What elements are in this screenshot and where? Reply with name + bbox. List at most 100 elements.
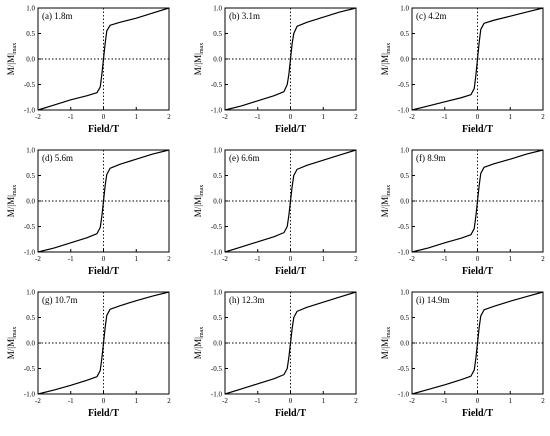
magnetization-curve (411, 149, 544, 253)
x-tick-label: -2 (35, 255, 41, 263)
y-tick-label: -1.0 (211, 249, 223, 257)
x-tick-label: -2 (35, 397, 41, 405)
y-tick-label: 0.5 (26, 172, 35, 180)
y-tick-label: 1.0 (400, 5, 409, 13)
y-tick-label: -0.5 (398, 223, 410, 231)
y-tick-label: -1.0 (398, 249, 410, 257)
x-axis-label: Field/T (88, 124, 119, 135)
panel-label: (c) 4.2m (416, 11, 447, 21)
y-tick-label: 0.5 (400, 30, 409, 38)
x-tick-label: 0 (289, 397, 293, 405)
magnetization-curve (224, 291, 357, 395)
chart-panel: -2 -1 0 1 2 -1.0 -0.5 0.0 0.5 1.0 Field/T M/|M|max (… (6, 289, 171, 420)
y-tick-label: 0.5 (400, 172, 409, 180)
chart-panel: -2 -1 0 1 2 -1.0 -0.5 0.0 0.5 1.0 Field/T M/|M|max (… (380, 289, 545, 420)
y-tick-label: -0.5 (211, 223, 223, 231)
x-tick-label: 0 (289, 113, 293, 121)
x-axis-label: Field/T (462, 124, 493, 135)
x-tick-label: 2 (167, 113, 171, 121)
x-axis-label: Field/T (275, 266, 306, 277)
y-tick-label: 0.5 (26, 314, 35, 322)
magnetization-curve (37, 7, 170, 111)
y-axis-label-main: M/|M| (6, 53, 16, 75)
x-tick-label: 0 (476, 113, 480, 121)
x-tick-label: 1 (322, 113, 326, 121)
y-axis-label-subscript: max (199, 185, 205, 195)
panel-label: (g) 10.7m (42, 295, 78, 305)
x-tick-label: 1 (322, 255, 326, 263)
y-axis-label: M/|M|max (6, 327, 18, 359)
chart-panel: -2 -1 0 1 2 -1.0 -0.5 0.0 0.5 1.0 Field/T M/|M|max (… (380, 5, 545, 136)
panel-label: (d) 5.6m (42, 153, 73, 163)
y-tick-label: 1.0 (26, 147, 35, 155)
y-axis-label-subscript: max (386, 185, 392, 195)
y-axis-label-subscript: max (12, 327, 18, 337)
y-tick-label: -1.0 (211, 107, 223, 115)
x-tick-label: 2 (167, 397, 171, 405)
x-tick-label: 1 (322, 397, 326, 405)
y-tick-label: 1.0 (213, 147, 222, 155)
y-tick-label: 0.0 (213, 340, 222, 348)
y-axis-label-subscript: max (386, 327, 392, 337)
panel-label: (i) 14.9m (416, 295, 450, 305)
x-tick-label: 1 (135, 113, 139, 121)
x-tick-label: 2 (541, 113, 545, 121)
y-tick-label: 1.0 (400, 147, 409, 155)
magnetization-curve (37, 291, 170, 395)
x-tick-label: 1 (509, 113, 513, 121)
y-axis-label: M/|M|max (380, 185, 392, 217)
x-tick-label: -2 (35, 113, 41, 121)
y-tick-label: 0.5 (213, 314, 222, 322)
y-axis-label-main: M/|M| (380, 195, 390, 217)
y-axis-label-main: M/|M| (6, 195, 16, 217)
x-tick-label: 0 (102, 397, 106, 405)
x-axis-label: Field/T (462, 408, 493, 419)
y-axis-label-main: M/|M| (193, 195, 203, 217)
y-tick-label: -1.0 (398, 107, 410, 115)
y-axis-label-main: M/|M| (380, 337, 390, 359)
y-tick-label: 0.5 (26, 30, 35, 38)
x-tick-label: 1 (135, 397, 139, 405)
x-tick-label: -1 (255, 113, 261, 121)
y-axis-label-subscript: max (12, 185, 18, 195)
y-axis-label: M/|M|max (6, 43, 18, 75)
x-axis-label: Field/T (88, 266, 119, 277)
y-axis-label: M/|M|max (380, 327, 392, 359)
panel-label: (a) 1.8m (42, 11, 73, 21)
y-tick-label: 0.0 (213, 198, 222, 206)
y-tick-label: 0.0 (400, 198, 409, 206)
x-tick-label: 2 (541, 397, 545, 405)
y-tick-label: 0.0 (213, 56, 222, 64)
y-axis-label-main: M/|M| (380, 53, 390, 75)
x-tick-label: -1 (442, 397, 448, 405)
x-tick-label: 2 (354, 397, 358, 405)
magnetization-curve (411, 291, 544, 395)
y-tick-label: -1.0 (211, 391, 223, 399)
y-tick-label: 1.0 (213, 5, 222, 13)
y-axis-label: M/|M|max (193, 327, 205, 359)
y-tick-label: -1.0 (24, 391, 36, 399)
x-tick-label: -1 (255, 255, 261, 263)
y-tick-label: -0.5 (398, 81, 410, 89)
x-axis-label: Field/T (88, 408, 119, 419)
x-tick-label: -2 (222, 397, 228, 405)
y-axis-label: M/|M|max (6, 185, 18, 217)
y-tick-label: 0.0 (26, 56, 35, 64)
x-tick-label: -1 (255, 397, 261, 405)
x-tick-label: 1 (509, 397, 513, 405)
chart-panel: -2 -1 0 1 2 -1.0 -0.5 0.0 0.5 1.0 Field/T M/|M|max (… (380, 147, 545, 278)
x-axis-label: Field/T (275, 408, 306, 419)
chart-panel: -2 -1 0 1 2 -1.0 -0.5 0.0 0.5 1.0 Field/T M/|M|max (… (193, 147, 358, 278)
y-tick-label: 0.0 (400, 56, 409, 64)
x-tick-label: -2 (222, 255, 228, 263)
chart-panel: -2 -1 0 1 2 -1.0 -0.5 0.0 0.5 1.0 Field/T M/|M|max (… (6, 5, 171, 136)
x-tick-label: -1 (442, 255, 448, 263)
y-tick-label: -0.5 (398, 365, 410, 373)
x-tick-label: -2 (409, 113, 415, 121)
y-tick-label: 0.0 (26, 198, 35, 206)
y-axis-label-main: M/|M| (193, 337, 203, 359)
x-tick-label: 2 (167, 255, 171, 263)
y-tick-label: 0.0 (26, 340, 35, 348)
y-tick-label: 1.0 (213, 289, 222, 297)
